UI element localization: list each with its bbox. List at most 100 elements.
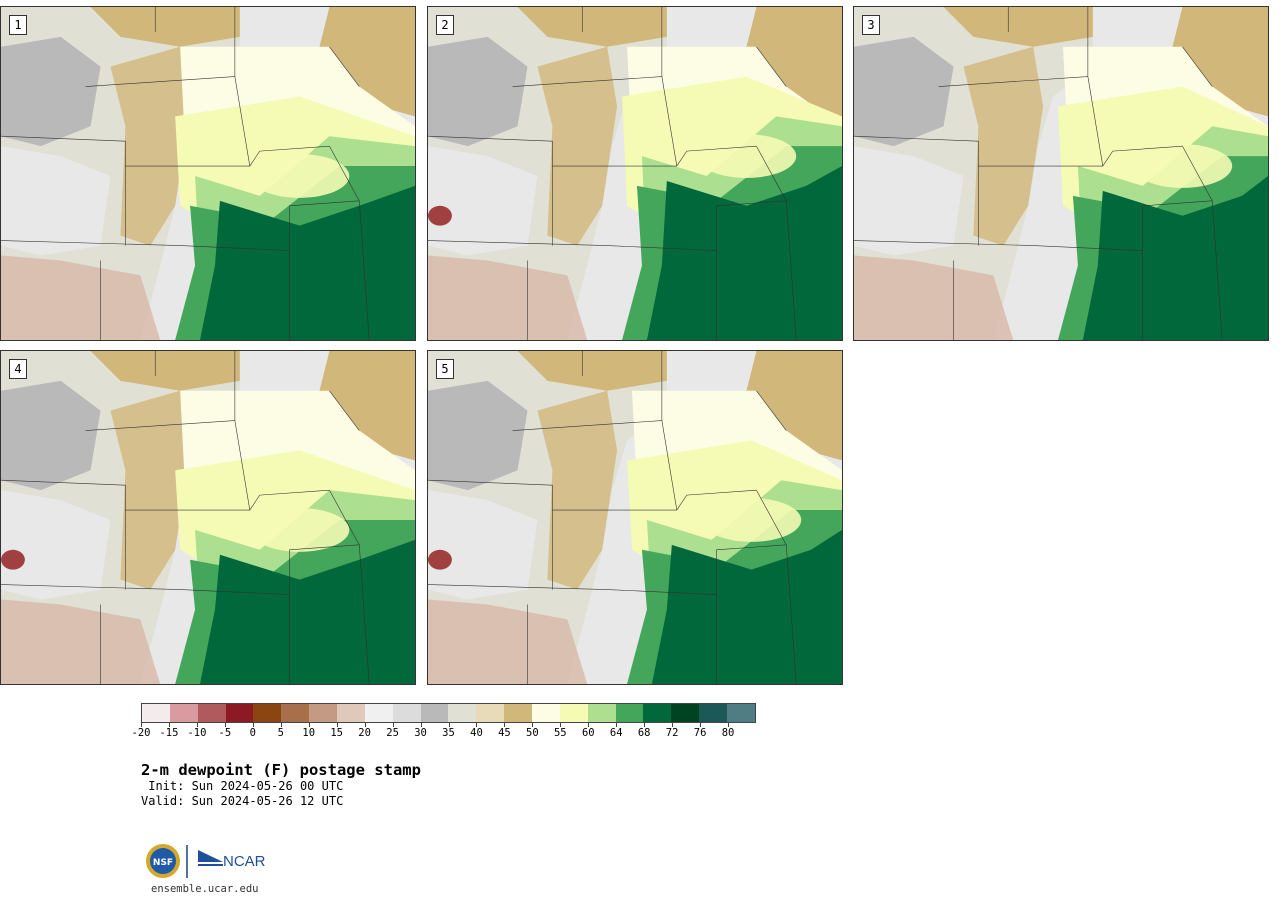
colorbar-tick-mark	[196, 723, 198, 727]
state-border	[661, 351, 678, 511]
region-basin	[428, 146, 538, 256]
region-very-dry	[428, 549, 452, 570]
colorbar-swatch	[532, 704, 560, 722]
colorbar-tick-label: 72	[665, 727, 679, 739]
colorbar-tick-mark	[336, 723, 338, 727]
state-border	[1, 584, 181, 590]
colorbar-swatch	[727, 704, 755, 722]
state-border	[234, 7, 251, 167]
ncar-logo-text: NCAR	[223, 853, 266, 870]
state-border	[85, 76, 235, 87]
colorbar-tick-mark	[700, 723, 702, 727]
colorbar-tick-mark	[224, 723, 226, 727]
state-border	[1, 135, 126, 246]
state-border	[428, 240, 608, 246]
colorbar-swatch	[309, 704, 338, 722]
state-border	[756, 46, 787, 87]
colorbar-tick-label: 45	[498, 727, 511, 739]
state-border	[329, 390, 360, 431]
colorbar-tick-mark	[560, 723, 562, 727]
state-border	[756, 390, 787, 431]
colorbar-tick-mark	[504, 723, 506, 727]
logos: NSF NCAR	[146, 844, 266, 878]
colorbar-swatch	[225, 704, 254, 722]
region-high-plains	[537, 46, 618, 246]
state-border	[512, 420, 662, 431]
map-5	[428, 351, 842, 684]
colorbar-swatch	[587, 704, 616, 722]
region-mountains	[428, 380, 528, 491]
state-border	[756, 490, 797, 684]
colorbar-tick-label: 64	[609, 727, 623, 739]
colorbar-tick-mark	[476, 723, 478, 727]
colorbar-tick-mark	[252, 723, 254, 727]
state-border	[125, 145, 330, 167]
colorbar-swatch	[504, 704, 533, 722]
init-time: Init: Sun 2024-05-26 00 UTC	[141, 779, 344, 793]
colorbar-tick-mark	[616, 723, 618, 727]
region-desert	[428, 255, 588, 340]
region-high-plains	[110, 46, 191, 246]
panel-label-3: 3	[862, 15, 880, 35]
colorbar-tick-label: 76	[693, 727, 707, 739]
state-border	[1, 240, 181, 246]
state-border	[756, 146, 797, 340]
colorbar-swatch	[671, 704, 700, 722]
colorbar-swatch	[420, 704, 449, 722]
region-very-dry	[428, 205, 452, 226]
colorbar-tick-label: -20	[131, 727, 151, 739]
region-pale-pocket	[701, 498, 802, 542]
state-border	[428, 135, 553, 246]
region-desert	[428, 599, 588, 684]
colorbar-tick-mark	[588, 723, 590, 727]
panel-label-1: 1	[9, 15, 27, 35]
map-2	[428, 7, 842, 340]
state-border	[1087, 7, 1104, 167]
ncar-logo: NCAR	[198, 850, 266, 870]
colorbar-tick-label: 60	[581, 727, 595, 739]
colorbar-tick-label: 68	[637, 727, 651, 739]
state-border	[552, 489, 757, 511]
state-border	[125, 489, 330, 511]
colorbar-tick-label: 25	[386, 727, 399, 739]
colorbar-tick-label: -15	[159, 727, 179, 739]
state-border	[234, 351, 251, 511]
colorbar-swatch	[142, 704, 170, 722]
state-border	[938, 76, 1088, 87]
map-panel-1: 1	[0, 6, 416, 341]
state-border	[1, 479, 126, 590]
state-border	[289, 544, 360, 595]
map-panel-3: 3	[853, 6, 1269, 341]
state-border	[854, 135, 979, 246]
panel-label-2: 2	[436, 15, 454, 35]
nsf-logo-text: NSF	[153, 858, 173, 868]
colorbar-tick-mark	[280, 723, 282, 727]
colorbar	[141, 703, 756, 723]
map-3	[854, 7, 1268, 340]
colorbar-swatch	[392, 704, 421, 722]
region-north-tan	[517, 7, 667, 47]
region-desert	[854, 255, 1014, 340]
colorbar-tick-label: 40	[470, 727, 483, 739]
region-basin	[1, 146, 111, 256]
colorbar-tick-label: 15	[330, 727, 343, 739]
region-northeast-tan	[319, 7, 415, 117]
nsf-logo: NSF	[146, 844, 180, 878]
region-northeast-tan	[746, 7, 842, 117]
region-north-tan	[90, 7, 240, 47]
state-border	[428, 584, 608, 590]
state-border	[552, 145, 757, 167]
region-northeast-tan	[1172, 7, 1268, 117]
state-border	[512, 76, 662, 87]
colorbar-tick-mark	[728, 723, 730, 727]
colorbar-swatch	[476, 704, 505, 722]
colorbar-swatch	[337, 704, 365, 722]
state-border	[716, 544, 787, 595]
region-basin	[854, 146, 964, 256]
colorbar-tick-label: 50	[526, 727, 539, 739]
colorbar-tick-mark	[141, 723, 142, 727]
region-high-plains	[110, 390, 191, 590]
colorbar-swatch	[169, 704, 198, 722]
colorbar-tick-label: -5	[218, 727, 232, 739]
colorbar-tick-label: 80	[721, 727, 735, 739]
